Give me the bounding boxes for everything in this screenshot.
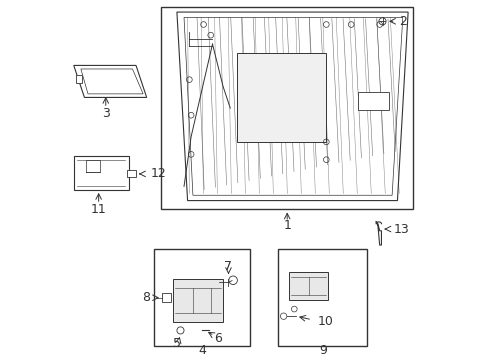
Bar <box>237 53 325 142</box>
Bar <box>173 279 223 321</box>
Bar <box>154 249 249 346</box>
Bar <box>127 170 136 177</box>
Bar <box>162 293 170 302</box>
Text: 6: 6 <box>213 332 221 345</box>
Text: 12: 12 <box>150 167 165 180</box>
Text: 10: 10 <box>317 315 333 328</box>
Text: 11: 11 <box>91 203 106 216</box>
Text: 7: 7 <box>224 260 232 273</box>
Bar <box>161 7 413 210</box>
Text: 9: 9 <box>318 344 326 357</box>
Text: 3: 3 <box>102 107 109 120</box>
Bar <box>278 249 366 346</box>
Text: 8: 8 <box>142 291 150 304</box>
Text: 5: 5 <box>173 337 181 350</box>
Text: 1: 1 <box>283 219 290 232</box>
Bar <box>288 272 327 300</box>
Text: 2: 2 <box>398 15 407 28</box>
Text: 4: 4 <box>198 344 205 357</box>
Bar <box>358 92 388 110</box>
Bar <box>75 75 82 83</box>
Text: 13: 13 <box>393 222 409 235</box>
